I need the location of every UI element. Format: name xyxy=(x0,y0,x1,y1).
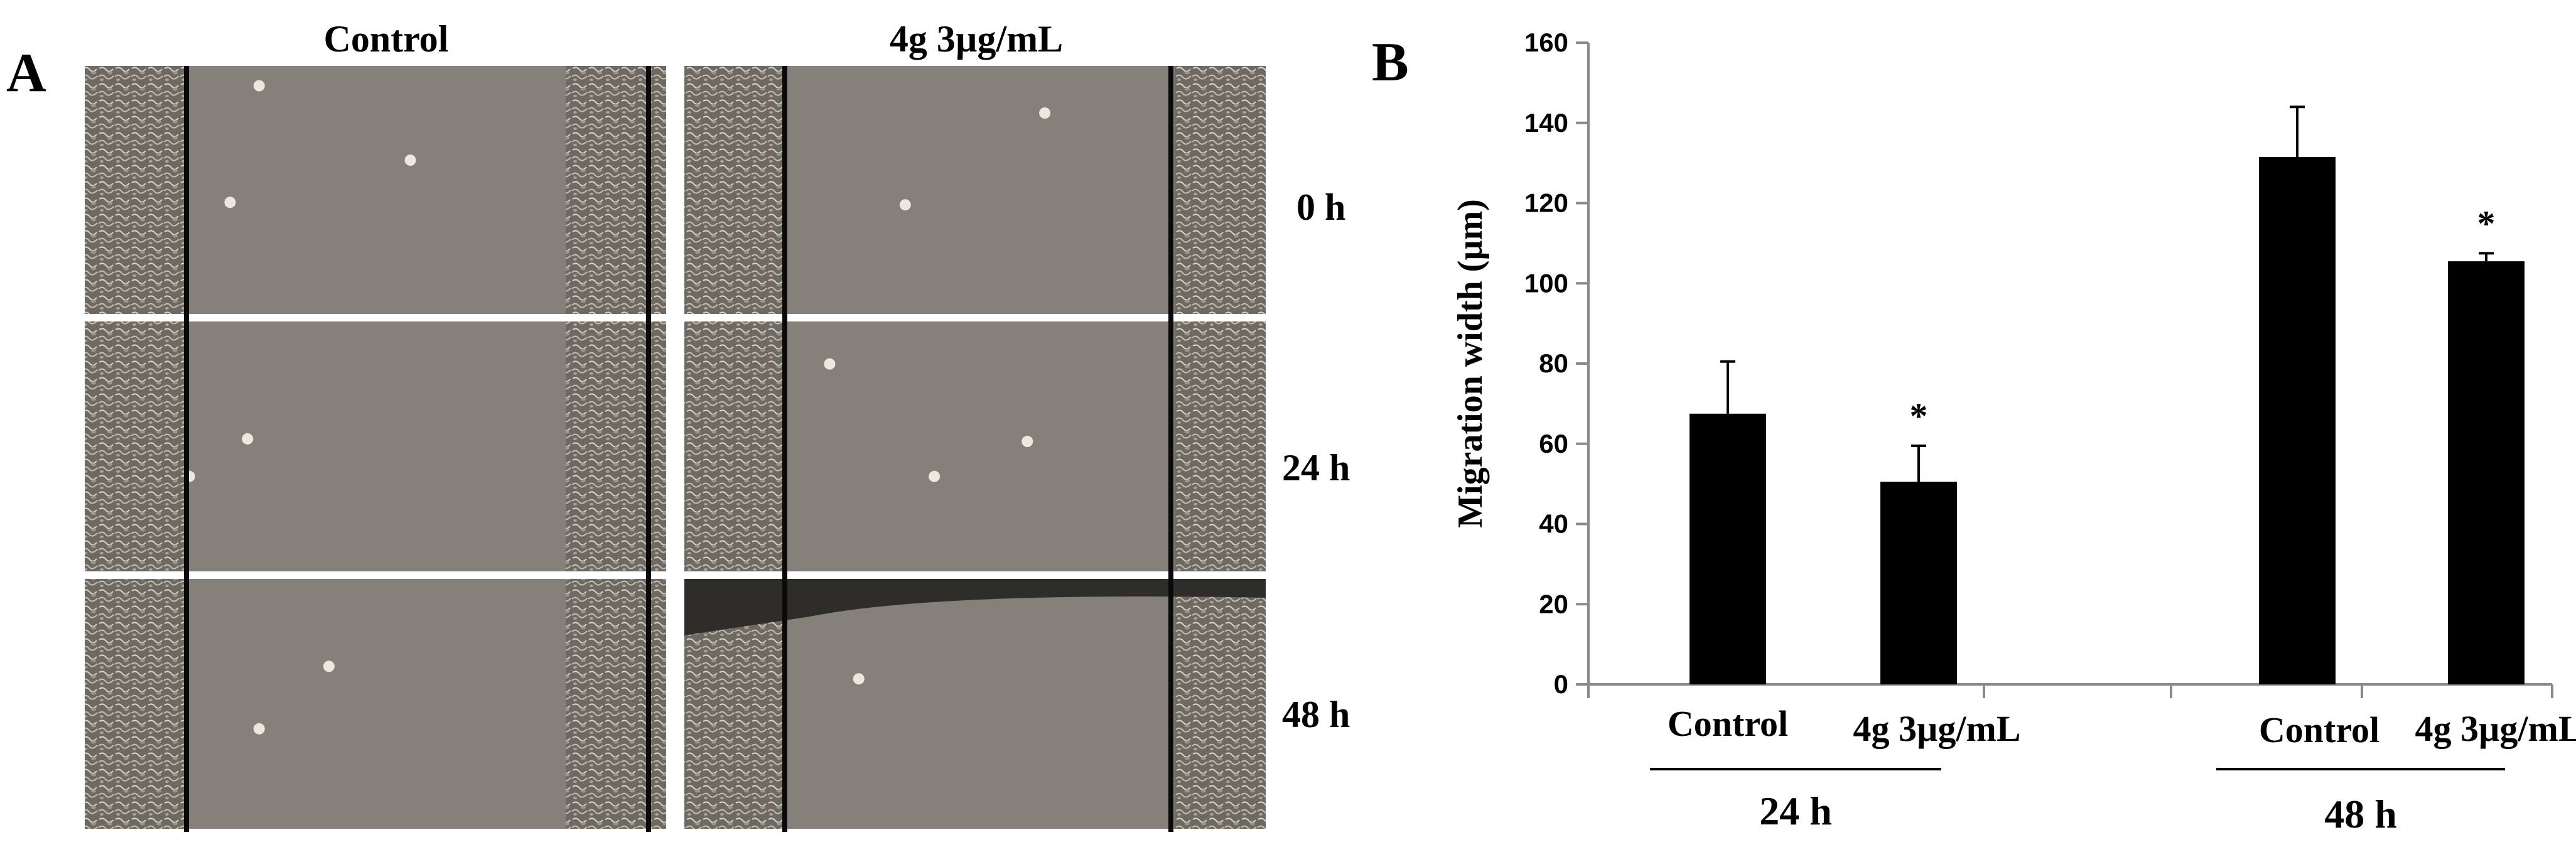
y-tick-label: 140 xyxy=(1524,108,1568,138)
floating-cell xyxy=(253,80,265,92)
bar-chart: Migration width (µm) 0 20 40 60 80 100 120 140 1… xyxy=(1451,28,2576,836)
floating-cell xyxy=(853,673,865,685)
bar xyxy=(2448,261,2525,684)
cell-layer-right xyxy=(1175,321,1266,571)
panel-b-label: B xyxy=(1372,32,1409,93)
floating-cell xyxy=(929,470,940,482)
y-tick-label: 40 xyxy=(1539,509,1568,539)
bar xyxy=(2259,157,2336,684)
category-label: 4g 3µg/mL xyxy=(2415,708,2576,749)
y-tick-label: 0 xyxy=(1554,669,1568,699)
y-tick-label: 80 xyxy=(1539,348,1568,378)
y-tick-label: 60 xyxy=(1539,429,1568,458)
cell-layer-left xyxy=(85,579,185,829)
bar xyxy=(1880,482,1957,684)
column-title-treated: 4g 3µg/mL xyxy=(890,18,1063,60)
floating-cell xyxy=(253,723,265,735)
cell-layer-left xyxy=(684,321,785,571)
cell-layer-right xyxy=(1175,579,1266,829)
group-label: 48 h xyxy=(2324,792,2397,836)
micrograph-grid xyxy=(85,66,1266,832)
panel-a-label: A xyxy=(6,43,46,104)
cell-layer-left xyxy=(684,66,785,314)
chart-marks: 0 20 40 60 80 100 120 140 160 Control * 4g 3µg/mL 24… xyxy=(1524,28,2576,836)
y-tick-label: 120 xyxy=(1524,188,1568,218)
row-label-48h: 48 h xyxy=(1282,694,1350,735)
floating-cell xyxy=(323,661,335,672)
floating-cell xyxy=(224,197,236,208)
category-label: 4g 3µg/mL xyxy=(1853,708,2020,749)
column-title-control: Control xyxy=(324,18,449,60)
y-tick-label: 100 xyxy=(1524,268,1568,298)
floating-cell xyxy=(824,358,836,370)
y-axis-title: Migration width (µm) xyxy=(1451,199,1490,528)
significance-marker: * xyxy=(1910,396,1928,436)
floating-cell xyxy=(1039,107,1051,119)
cell-layer-left xyxy=(85,321,185,571)
row-label-24h: 24 h xyxy=(1282,447,1350,488)
floating-cell xyxy=(242,433,254,445)
row-label-0h: 0 h xyxy=(1296,186,1345,228)
bar xyxy=(1689,413,1766,684)
cell-layer-right xyxy=(1175,66,1266,314)
category-label: Control xyxy=(2259,709,2379,750)
significance-marker: * xyxy=(2477,203,2496,244)
dark-edge-artifact xyxy=(684,579,1266,635)
y-tick-label: 20 xyxy=(1539,589,1568,618)
floating-cell xyxy=(1021,436,1033,448)
floating-cell xyxy=(404,154,416,166)
cell-layer-left xyxy=(85,66,185,314)
floating-cell xyxy=(899,199,911,211)
group-label: 24 h xyxy=(1759,789,1832,833)
y-tick-label: 160 xyxy=(1524,28,1568,57)
category-label: Control xyxy=(1668,703,1788,744)
